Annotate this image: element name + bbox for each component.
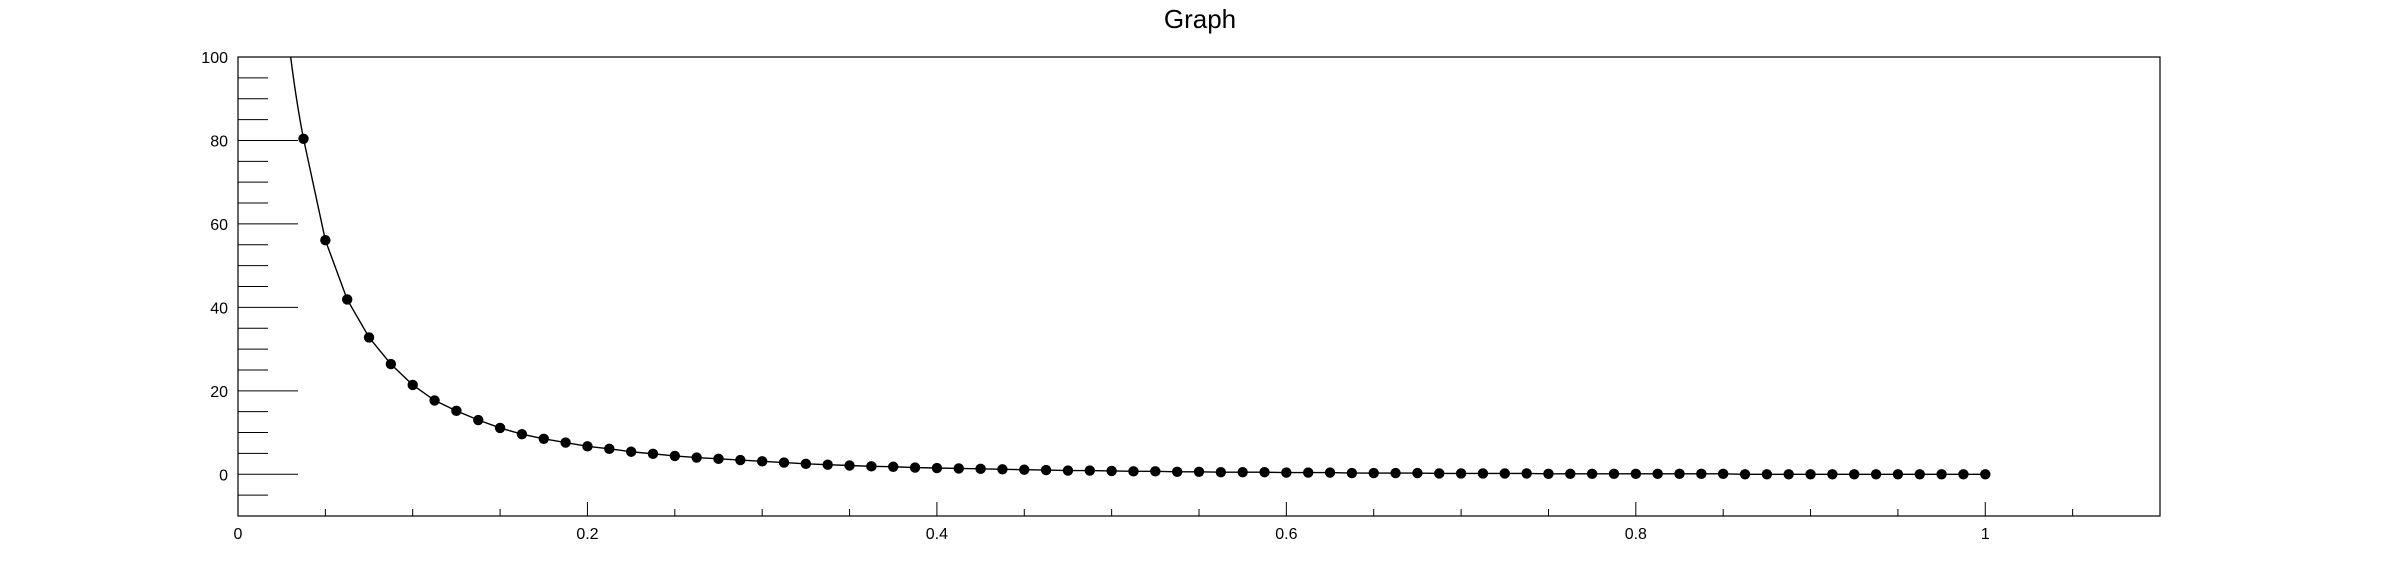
data-point	[713, 453, 724, 465]
data-point	[1586, 468, 1598, 480]
x-tick-label: 0.6	[1275, 526, 1297, 543]
data-point	[604, 443, 615, 455]
x-tick-label: 0.4	[926, 526, 948, 543]
data-point	[1171, 466, 1183, 477]
data-point	[669, 450, 681, 462]
plot-frame	[237, 56, 2161, 517]
data-point	[407, 379, 418, 391]
data-point	[298, 133, 309, 144]
data-point	[1193, 466, 1205, 477]
data-point	[1739, 469, 1751, 480]
data-point	[385, 358, 397, 370]
data-point	[473, 414, 484, 426]
data-point	[1892, 469, 1904, 480]
data-point	[931, 462, 943, 474]
chart-title: Graph	[1164, 4, 1236, 34]
y-tick-label: 0	[219, 467, 228, 484]
data-point	[1870, 469, 1882, 480]
data-point	[320, 234, 331, 246]
data-point	[1652, 468, 1663, 480]
data-point	[1717, 468, 1729, 480]
data-point	[800, 458, 812, 470]
data-point	[1040, 464, 1052, 476]
data-point	[1783, 469, 1794, 480]
data-points	[298, 133, 1991, 480]
data-point	[494, 422, 506, 434]
data-point	[909, 462, 921, 473]
data-point	[1237, 466, 1248, 478]
data-point	[778, 457, 790, 468]
data-point	[560, 437, 571, 448]
data-point	[1761, 469, 1773, 480]
data-point	[429, 395, 440, 406]
y-tick-label: 100	[201, 50, 228, 67]
data-point	[1106, 465, 1117, 477]
data-point	[1805, 469, 1816, 480]
y-tick-label: 20	[210, 384, 228, 401]
data-point	[1980, 469, 1991, 480]
data-point	[844, 460, 855, 471]
data-point	[1696, 468, 1707, 480]
data-point	[1958, 469, 1969, 480]
data-point	[538, 433, 549, 445]
data-point	[1455, 468, 1467, 479]
data-point	[1477, 468, 1489, 479]
data-point	[735, 454, 746, 466]
data-point	[1324, 467, 1336, 478]
data-point	[1259, 466, 1270, 478]
data-point	[1303, 467, 1314, 478]
data-point	[888, 461, 899, 472]
data-point	[866, 461, 877, 472]
data-point	[997, 464, 1008, 475]
y-tick-label: 60	[210, 217, 228, 234]
series-line	[289, 56, 1986, 475]
x-tick-label: 1	[1981, 526, 1990, 543]
data-point	[1849, 469, 1860, 480]
data-point	[1499, 468, 1510, 479]
data-point	[1608, 468, 1620, 480]
data-point	[1521, 468, 1532, 479]
data-point	[1084, 465, 1095, 476]
data-point	[1128, 466, 1139, 477]
data-point	[1543, 468, 1554, 480]
data-point	[1674, 468, 1685, 480]
data-point	[1630, 468, 1642, 480]
data-point	[1062, 465, 1074, 476]
data-point	[756, 456, 768, 467]
data-point	[1346, 467, 1358, 479]
data-point	[516, 429, 528, 440]
data-point	[1368, 467, 1379, 479]
y-tick-label: 80	[210, 133, 228, 150]
data-point	[1281, 467, 1292, 478]
data-point	[953, 463, 964, 474]
data-point	[342, 294, 353, 305]
data-point	[691, 452, 702, 463]
data-point	[1914, 469, 1925, 480]
data-point	[647, 448, 659, 460]
data-point	[1412, 467, 1423, 479]
data-point	[1215, 466, 1227, 478]
x-tick-label: 0.2	[576, 526, 598, 543]
data-point	[451, 405, 462, 417]
data-point	[1827, 469, 1838, 480]
data-point	[625, 446, 637, 457]
data-point	[1019, 464, 1030, 475]
data-point	[1390, 467, 1401, 479]
y-tick-label: 40	[210, 300, 228, 317]
axes: 0 0.2 0.4 0.6 0.8 1 0 20 40 60 80 100	[201, 50, 2074, 543]
data-point	[822, 459, 833, 470]
data-point	[975, 463, 986, 475]
data-point	[363, 332, 375, 343]
data-point	[1150, 466, 1161, 477]
data-point	[1936, 469, 1947, 480]
data-point	[1565, 468, 1576, 480]
x-tick-label: 0.8	[1625, 526, 1647, 543]
x-tick-label: 0	[234, 526, 243, 543]
data-point	[1434, 468, 1445, 479]
data-point	[582, 441, 593, 452]
